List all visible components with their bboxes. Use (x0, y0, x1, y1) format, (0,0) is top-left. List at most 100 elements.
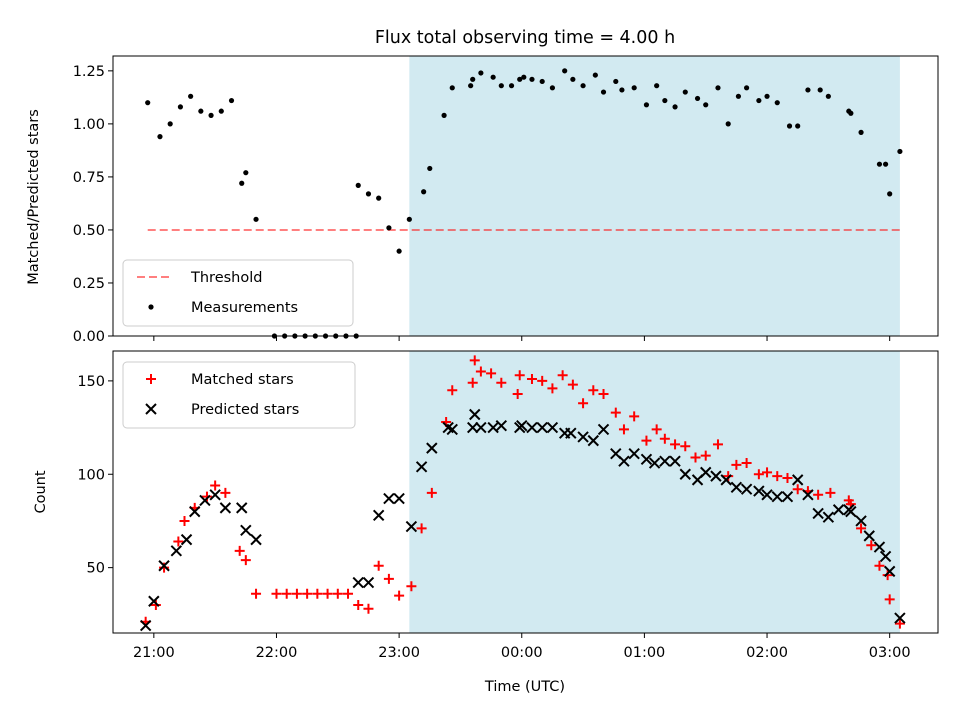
measurement-point (218, 108, 224, 114)
matched-star-marker (537, 375, 548, 386)
matched-star-marker (271, 588, 282, 599)
matched-star-marker (201, 491, 212, 502)
matched-star-marker (467, 377, 478, 388)
predicted-star-marker (526, 421, 538, 434)
legend: Matched stars Predicted stars (122, 361, 356, 429)
measurement-point (562, 68, 568, 74)
y-tick-label: 150 (77, 374, 105, 390)
measurement-point (887, 191, 893, 197)
matched-star-marker (234, 545, 245, 556)
matched-star-marker (712, 439, 723, 450)
matched-star-marker (598, 388, 609, 399)
matched-star-marker (512, 388, 523, 399)
matched-star-marker (690, 452, 701, 463)
matched-star-marker (882, 570, 893, 581)
matched-star-marker (567, 379, 578, 390)
measurement-point (786, 123, 793, 129)
measurement-point (498, 83, 504, 89)
matched-star-marker (526, 374, 537, 385)
matched-star-marker (469, 355, 480, 366)
predicted-star-marker (362, 576, 375, 589)
predicted-star-marker (199, 494, 211, 507)
y-tick-label: 0.00 (73, 329, 105, 345)
matched-star-marker (426, 487, 437, 498)
measurement-point (188, 93, 194, 99)
measurement-point (386, 225, 392, 231)
matched-star-marker (343, 588, 354, 599)
measurement-point (406, 216, 412, 222)
predicted-star-marker (466, 421, 479, 434)
measurement-point (145, 100, 151, 106)
y-tick-label: 0.25 (73, 276, 105, 292)
matched-star-marker (618, 424, 629, 435)
matched-star-marker (753, 469, 764, 480)
measurement-point (897, 148, 903, 155)
measurement-point (427, 165, 433, 172)
matched-star-marker (772, 471, 783, 482)
matched-star-marker (281, 588, 292, 599)
legend-label: Threshold (190, 270, 262, 286)
measurement-point (517, 76, 523, 82)
predicted-star-marker (753, 485, 765, 497)
y-tick-label: 1.00 (73, 117, 105, 133)
predicted-star-marker (894, 612, 906, 624)
matched-star-marker (179, 515, 190, 526)
predicted-star-marker (863, 530, 875, 542)
predicted-star-marker (383, 492, 395, 505)
predicted-star-marker (679, 468, 691, 480)
count-panel: 50 100 150 21:00 22:00 23:00 00:00 01:00 02:00 03… (77, 350, 939, 661)
predicted-star-marker (546, 421, 559, 434)
matched-star-marker (629, 411, 640, 422)
predicted-star-marker (618, 455, 630, 467)
x-tick-label: 23:00 (378, 645, 420, 661)
matched-star-marker (394, 590, 405, 601)
axes-frame (112, 350, 939, 634)
predicted-star-marker (700, 466, 712, 479)
matched-star-marker (659, 433, 670, 444)
matched-star-marker (159, 562, 170, 573)
predicted-star-marker (495, 419, 508, 432)
measurement-point (198, 108, 204, 114)
predicted-star-marker (883, 565, 896, 578)
y-tick-label: 50 (87, 561, 105, 577)
shaded-interval (409, 56, 900, 336)
predicted-star-marker (170, 545, 183, 557)
measurement-point (490, 74, 496, 80)
predicted-star-marker (446, 423, 458, 436)
matched-star-marker (251, 588, 262, 599)
measurement-point (600, 89, 607, 95)
measurement-point (376, 195, 382, 201)
matched-star-marker (496, 377, 507, 388)
matched-star-marker (332, 588, 343, 599)
matched-star-marker (874, 560, 885, 571)
predicted-star-marker (597, 423, 610, 436)
measurement-point (764, 93, 770, 99)
measurement-point (228, 97, 235, 104)
measurement-point (478, 70, 484, 76)
measurement-point (613, 78, 619, 85)
measurement-point (521, 74, 527, 80)
chart-title: Flux total observing time = 4.00 h (375, 28, 675, 48)
matched-star-marker (447, 385, 458, 396)
matched-star-marker (884, 594, 895, 605)
predicted-star-marker (405, 520, 418, 533)
matched-star-marker (866, 540, 877, 551)
matched-star-marker (150, 599, 161, 610)
legend-box (122, 361, 356, 429)
measurement-point (774, 100, 780, 106)
measurement-point (756, 97, 762, 104)
matched-star-marker (723, 471, 734, 482)
measurement-point (177, 104, 184, 110)
predicted-star-marker (720, 474, 732, 486)
x-axis-label: Time (UTC) (484, 679, 565, 695)
matched-star-marker (856, 523, 867, 534)
legend-predicted-swatch (145, 403, 157, 415)
matched-star-marker (578, 398, 589, 409)
axes-frame (112, 55, 939, 337)
matched-star-marker (700, 450, 711, 461)
predicted-star-marker (873, 541, 886, 553)
measurement-point (468, 83, 474, 89)
measurement-point (619, 87, 625, 93)
predicted-star-marker (669, 455, 681, 467)
measurement-point (858, 129, 864, 135)
